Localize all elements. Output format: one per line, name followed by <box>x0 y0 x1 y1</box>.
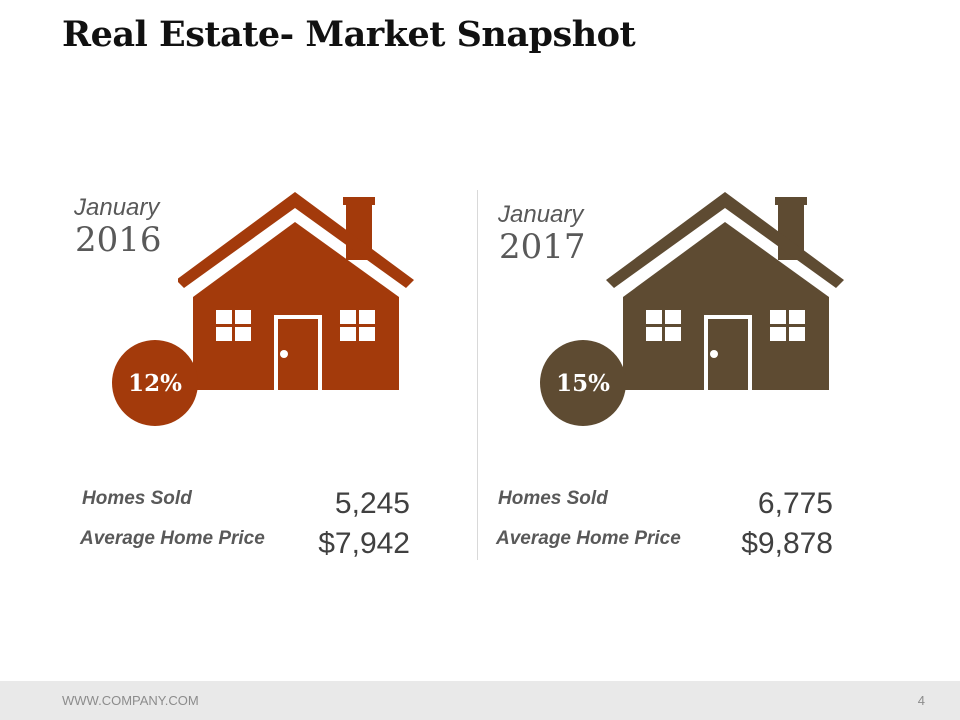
avg-price-value-2016: $7,942 <box>318 527 410 560</box>
page-number: 4 <box>917 693 925 708</box>
homes-sold-value-2016: 5,245 <box>334 487 410 520</box>
panel-2016-month: January <box>74 194 160 221</box>
footer-bar: WWW.COMPANY.COM 4 <box>0 681 960 720</box>
homes-sold-label-2017: Homes Sold <box>498 488 608 509</box>
change-badge-2016: 12% <box>112 340 198 426</box>
avg-price-label-2016: Average Home Price <box>80 528 265 549</box>
house-icon-2017 <box>606 192 844 390</box>
homes-sold-value-2017: 6,775 <box>757 487 833 520</box>
panel-2017-year: 2017 <box>499 227 586 267</box>
panel-divider <box>477 190 478 560</box>
house-icon-2016 <box>178 192 414 390</box>
house-shape <box>178 192 414 390</box>
homes-sold-label-2016: Homes Sold <box>82 488 192 509</box>
slide-title: Real Estate- Market Snapshot <box>62 14 636 55</box>
avg-price-label-2017: Average Home Price <box>496 528 681 549</box>
avg-price-value-2017: $9,878 <box>741 527 833 560</box>
panel-2017-month: January <box>498 201 584 228</box>
house-shape <box>606 192 844 390</box>
footer-url: WWW.COMPANY.COM <box>62 693 199 708</box>
change-badge-2017: 15% <box>540 340 626 426</box>
panel-2016-year: 2016 <box>75 220 162 260</box>
